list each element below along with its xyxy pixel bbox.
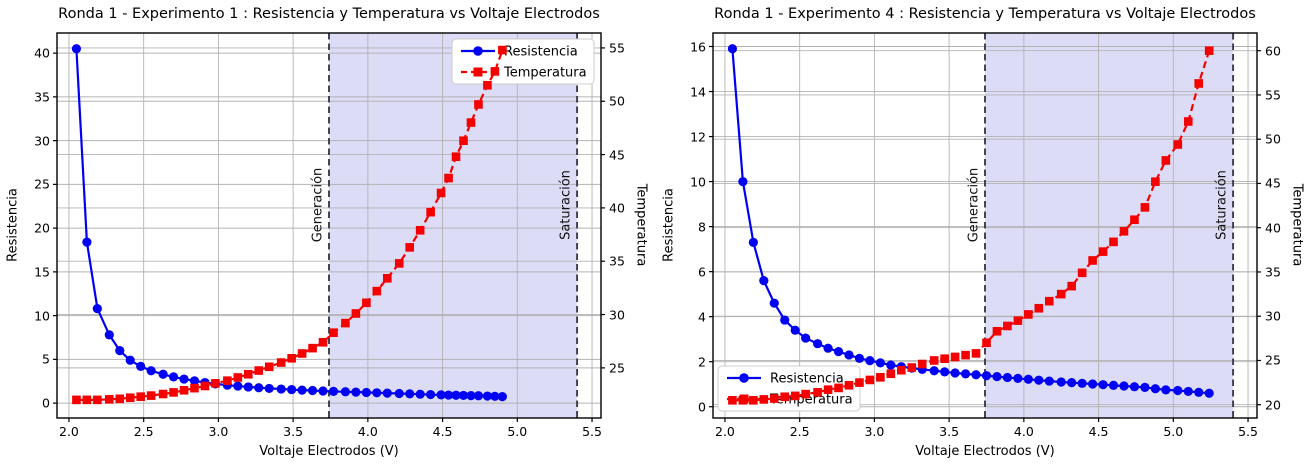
y-left-tick-label: 10 [690,174,706,190]
y-left-tick-label: 2 [698,354,706,370]
y-right-tick-label: 35 [1265,264,1281,280]
tick-marks [709,45,1261,422]
y-left-tick-label: 10 [34,308,50,324]
annotation-generacion: Generación [966,167,982,243]
y-right-tick-label: 25 [1265,352,1281,368]
x-tick-label: 2.0 [59,424,79,439]
tick-marks [53,47,605,422]
y-left-tick-label: 25 [34,176,50,192]
x-tick-label: 3.5 [283,424,304,439]
series-markers-temperatura [728,46,1214,405]
y-left-tick-label: 12 [690,129,706,145]
y-right-tick-label: 50 [1265,131,1281,147]
x-tick-label: 5.0 [1163,424,1184,439]
x-tick-label: 5.0 [507,424,528,439]
y-left-tick-label: 20 [34,220,50,236]
legend-item-label: Resistencia [770,372,844,387]
chart-panel-experimento-1: Ronda 1 - Experimento 1 : Resistencia y … [6,6,649,459]
x-axis-label: Voltaje Electrodos (V) [915,444,1055,459]
chart-title: Ronda 1 - Experimento 1 : Resistencia y … [58,6,600,22]
y-left-tick-label: 4 [698,309,706,325]
axes-frame [56,32,602,419]
x-tick-label: 2.5 [789,424,810,439]
y-right-tick-label: 55 [609,40,625,56]
legend: Resistencia Temperatura [451,38,595,85]
y-right-tick-label: 20 [1265,397,1281,413]
y-right-tick-label: 45 [1265,175,1281,191]
y-left-tick-label: 40 [34,45,50,61]
series-line-resistencia [731,48,1210,395]
plot-area: Resistencia Temperatura [53,32,605,422]
y-right-tick-label: 30 [609,307,625,323]
y-right-tick-label: 35 [609,253,625,269]
series-markers-temperatura [72,45,507,405]
x-tick-label: 5.5 [582,424,602,439]
annotation-generacion: Generación [310,167,326,243]
y-right-tick-label: 50 [609,93,625,109]
series-markers-resistencia [727,44,1214,398]
x-tick-label: 3.5 [939,424,960,439]
y-left-tick-label: 16 [690,39,706,54]
y-right-tick-label: 55 [1265,87,1281,103]
legend-marker-square [473,67,483,77]
y-left-tick-label: 8 [698,219,706,235]
annotation-saturacion: Saturación [1214,170,1230,240]
y-right-tick-label: 30 [1265,308,1281,324]
y-right-tick-label: 45 [609,147,625,163]
saturation-span [329,33,578,418]
plot-area: Resistencia Temperatura [656,0,1312,470]
y-right-tick-label: 40 [609,200,625,216]
x-tick-label: 4.5 [1088,424,1109,439]
legend-marker-circle [473,46,483,56]
y-left-tick-label: 5 [42,351,50,367]
x-axis-label: Voltaje Electrodos (V) [259,444,399,459]
x-tick-label: 2.0 [715,424,735,439]
axes-frame [712,32,1258,419]
x-tick-label: 3.0 [208,424,229,439]
x-tick-label: 2.5 [133,424,154,439]
legend-item-label: Resistencia [504,45,578,60]
y-left-tick-label: 6 [698,264,706,280]
annotation-saturacion: Saturación [558,170,574,240]
saturation-span [985,33,1234,418]
chart-panel-experimento-4: Ronda 1 - Experimento 4 : Resistencia y … [656,0,1312,470]
y-left-tick-label: 14 [690,84,706,100]
y-left-tick-label: 30 [34,133,50,149]
y-left-tick-label: 0 [42,395,50,411]
x-tick-label: 4.5 [432,424,453,439]
legend-marker-circle [739,373,749,383]
y-left-tick-label: 15 [34,264,50,280]
y-right-tick-label: 25 [609,360,625,376]
chart-title: Ronda 1 - Experimento 4 : Resistencia y … [714,6,1256,22]
series-line-temperatura [732,50,1211,402]
y-right-tick-label: 40 [1265,220,1281,236]
x-tick-label: 4.0 [1013,424,1034,439]
y-left-tick-label: 35 [34,89,50,105]
x-tick-label: 5.5 [1238,424,1258,439]
y-left-tick-label: 0 [698,399,706,415]
legend-item-label: Temperatura [503,66,587,81]
x-tick-label: 4.0 [357,424,378,439]
y-right-tick-label: 60 [1265,43,1281,59]
x-tick-label: 3.0 [864,424,885,439]
series-markers-resistencia [71,44,507,402]
